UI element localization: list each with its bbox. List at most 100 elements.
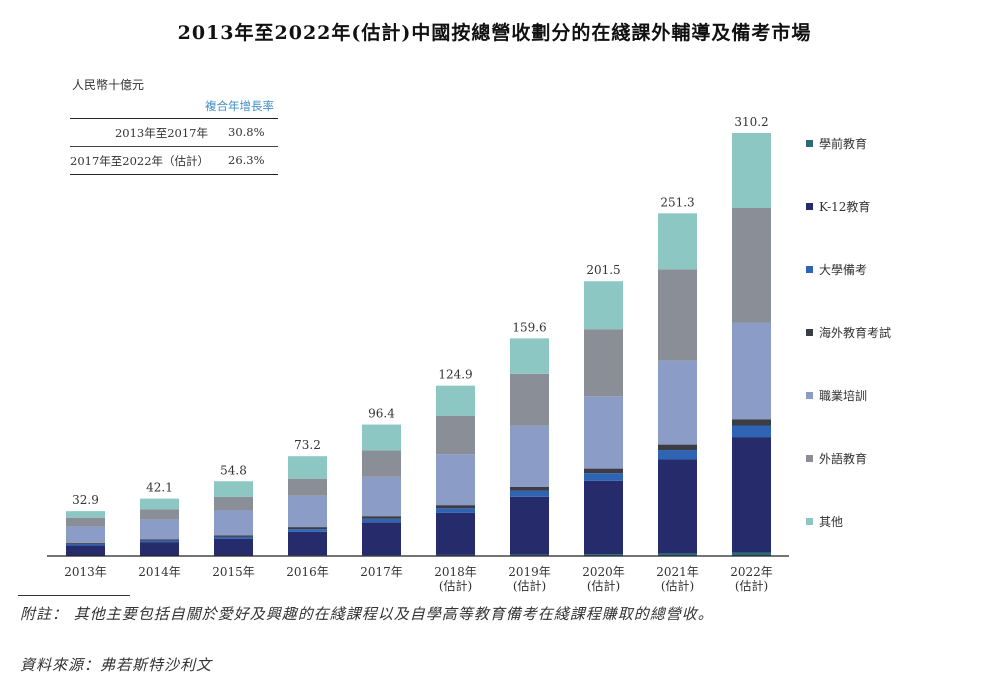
legend-swatch [806, 455, 813, 462]
bar-segment [288, 495, 327, 528]
bar-segment [288, 478, 327, 496]
bar-segment [362, 518, 401, 523]
total-label: 201.5 [586, 263, 620, 277]
bar-segment [584, 281, 623, 330]
x-tick-label: (估計) [513, 578, 546, 593]
cagr-value: 26.3% [228, 153, 265, 167]
total-label: 96.4 [368, 407, 395, 421]
legend-swatch [806, 140, 813, 147]
bar-segment [732, 437, 771, 553]
x-tick-label: (估計) [661, 578, 694, 593]
bar-segment [584, 554, 623, 556]
bar-segment [732, 425, 771, 438]
x-tick-label: (估計) [439, 578, 472, 593]
stacked-bar-chart: 32.9 2013年 42.1 2014年 54.8 2015年 73.2 2016年 96.4… [47, 115, 789, 593]
bar-segment [214, 510, 253, 536]
bar-segment [436, 512, 475, 555]
bar-segment [66, 517, 105, 527]
bar-segment [510, 425, 549, 487]
legend-label: 外語教育 [819, 452, 868, 466]
bar-segment [732, 208, 771, 323]
x-tick-label: 2019年 [508, 565, 551, 579]
x-tick-label: 2022年 [730, 565, 773, 579]
bar-segment [288, 527, 327, 530]
bar-segment [510, 490, 549, 497]
bar-segment [584, 480, 623, 555]
x-tick-label: (估計) [735, 578, 768, 593]
legend-item: K-12教育 [806, 198, 870, 215]
legend-item: 其他 [806, 513, 843, 530]
total-label: 32.9 [72, 493, 99, 507]
bar-segment [510, 554, 549, 556]
unit-label: 人民幣十億元 [72, 78, 145, 92]
bar-segment [510, 496, 549, 555]
total-label: 310.2 [734, 115, 768, 129]
bar-segment [658, 459, 697, 554]
bar-segment [362, 516, 401, 519]
x-tick-label: 2014年 [138, 565, 181, 579]
legend-swatch [806, 518, 813, 525]
bar-segment [584, 473, 623, 481]
legend-item: 職業培訓 [806, 387, 867, 404]
bar-segment [140, 498, 179, 510]
total-label: 73.2 [294, 438, 321, 452]
bar-segment [658, 213, 697, 270]
bar-segment [214, 536, 253, 539]
x-tick-label: 2017年 [360, 565, 403, 579]
legend-item: 大學備考 [806, 261, 867, 278]
legend-label: 海外教育考試 [819, 326, 892, 340]
source-note: 資料來源：弗若斯特沙利文 [20, 656, 213, 674]
bar-segment [140, 540, 179, 543]
footnote: 附註： 其他主要包括自關於愛好及興趣的在綫課程以及自學高等教育備考在綫課程賺取的… [20, 605, 714, 623]
bar-segment [658, 269, 697, 361]
x-tick-label: 2018年 [434, 565, 477, 579]
bar-segment [362, 450, 401, 477]
legend-label: 其他 [819, 515, 844, 529]
bar-segment [288, 531, 327, 556]
bar-segment [140, 519, 179, 540]
legend-swatch [806, 329, 813, 336]
cagr-value: 30.8% [228, 125, 265, 139]
bar-segment [658, 553, 697, 556]
total-label: 54.8 [220, 463, 247, 477]
legend-label: 大學備考 [819, 263, 868, 277]
bar-segment [658, 360, 697, 445]
bar-segment [140, 509, 179, 520]
bar-segment [584, 329, 623, 397]
chart-title: 2013年至2022年(估計)中國按總營收劃分的在綫課外輔導及備考市場 [177, 22, 812, 44]
bar-segment [66, 545, 105, 556]
bar-segment [436, 385, 475, 416]
legend-label: 職業培訓 [819, 389, 868, 403]
cagr-row: 2013年至2017年 30.8% [70, 119, 278, 146]
total-label: 124.9 [438, 368, 472, 382]
cagr-period: 2013年至2017年 [114, 126, 208, 140]
total-label: 42.1 [146, 481, 173, 495]
bar-segment [140, 542, 179, 556]
bar-segment [66, 511, 105, 518]
cagr-table: 複合年增長率 2013年至2017年 30.8% 2017年至2022年（估計）… [70, 98, 278, 175]
legend-item: 外語教育 [806, 450, 867, 467]
bar-segment [66, 543, 105, 546]
bar-segment [288, 456, 327, 479]
bar-segment [436, 415, 475, 455]
bar-segment [214, 538, 253, 556]
legend-swatch [806, 203, 813, 210]
total-label: 159.6 [512, 320, 546, 334]
bar-segment [584, 468, 623, 474]
legend-item: 學前教育 [806, 135, 867, 152]
bar-segment [436, 508, 475, 513]
legend-swatch [806, 392, 813, 399]
x-tick-label: 2015年 [212, 565, 255, 579]
legend-swatch [806, 266, 813, 273]
bar-segment [362, 522, 401, 556]
bar-segment [510, 338, 549, 374]
bar-segment [140, 539, 179, 541]
cagr-header: 複合年增長率 [70, 98, 278, 119]
legend-label: 學前教育 [819, 137, 868, 151]
bar-segment [658, 444, 697, 451]
bar-segment [214, 535, 253, 537]
bar-segment [584, 396, 623, 469]
bar-segment [66, 526, 105, 543]
bar-segment [362, 424, 401, 451]
bar-segment [66, 542, 105, 544]
